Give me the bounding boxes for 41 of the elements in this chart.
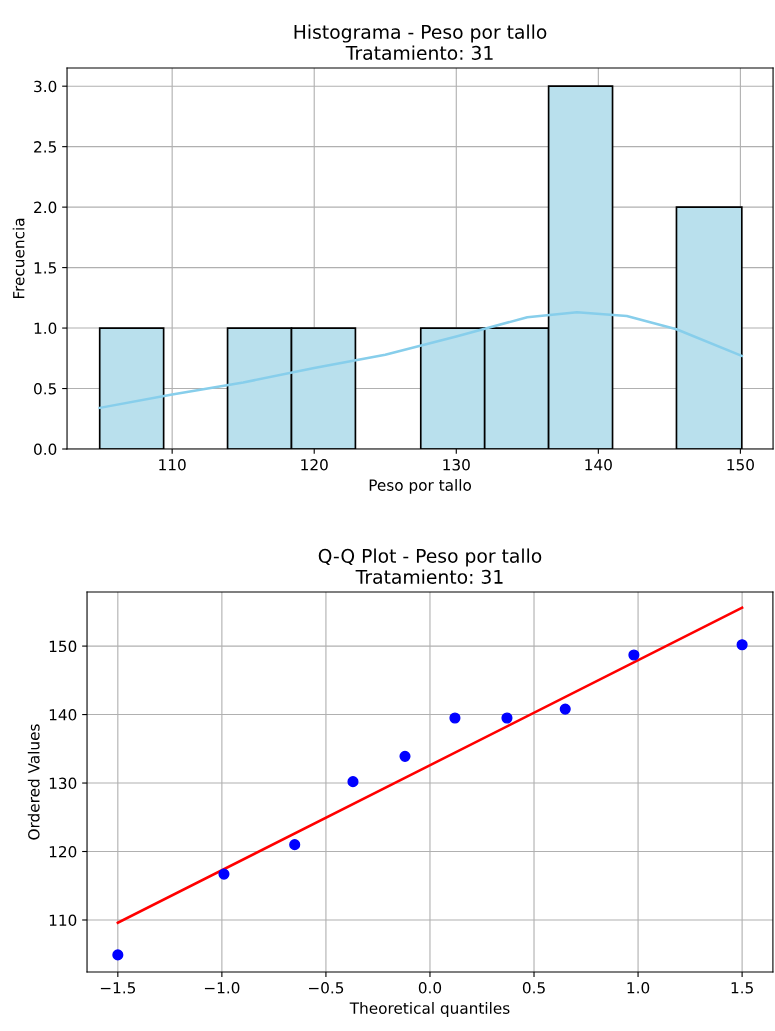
x-tick-label: 130 <box>443 458 470 471</box>
y-tick-label: 1.0 <box>34 322 57 335</box>
x-tick-label: 140 <box>585 458 612 471</box>
point <box>559 703 571 715</box>
x-axis-title: Peso por tallo <box>369 479 472 494</box>
y-tick-label: 110 <box>49 914 77 927</box>
x-tick-label: −0.5 <box>308 982 344 994</box>
x-tick-label: 1.5 <box>731 982 753 994</box>
y-tick-label: 140 <box>49 709 77 721</box>
x-tick-label: 110 <box>159 458 186 471</box>
point <box>628 649 640 661</box>
y-tick-label: 2.0 <box>34 201 57 214</box>
y-tick-label: 2.5 <box>34 141 56 153</box>
y-tick-label: 1.5 <box>34 262 56 274</box>
line-series <box>98 311 744 410</box>
point <box>112 949 124 961</box>
y-tick-label: 120 <box>49 845 77 858</box>
x-tick-label: 150 <box>727 458 754 471</box>
point <box>289 839 301 851</box>
x-axis-title: Theoretical quantiles <box>349 1002 510 1017</box>
y-axis-title: Frecuencia <box>12 218 25 299</box>
y-tick-label: 130 <box>49 777 77 790</box>
x-tick-label: 1.0 <box>627 982 650 994</box>
point <box>347 776 359 788</box>
y-tick-label: 150 <box>49 640 77 653</box>
x-tick-label: 0.5 <box>522 982 545 994</box>
point <box>218 868 230 880</box>
x-tick-label: 120 <box>301 458 328 471</box>
chart-title: Histograma - Peso por tallo Tratamiento: 31 <box>294 24 547 60</box>
y-tick-label: 0.0 <box>34 443 57 456</box>
y-axis-title: Ordered Values <box>27 724 40 840</box>
x-tick-label: −1.0 <box>204 982 240 994</box>
point <box>449 712 461 724</box>
chart-title: Q-Q Plot - Peso por tallo Tratamiento: 31 <box>318 548 542 584</box>
point <box>399 750 411 762</box>
y-tick-label: 0.5 <box>34 383 56 395</box>
x-tick-label: 0.0 <box>418 982 442 994</box>
y-tick-label: 3.0 <box>34 80 57 93</box>
point <box>501 712 513 724</box>
x-tick-label: −1.5 <box>100 982 136 994</box>
point <box>736 639 748 651</box>
